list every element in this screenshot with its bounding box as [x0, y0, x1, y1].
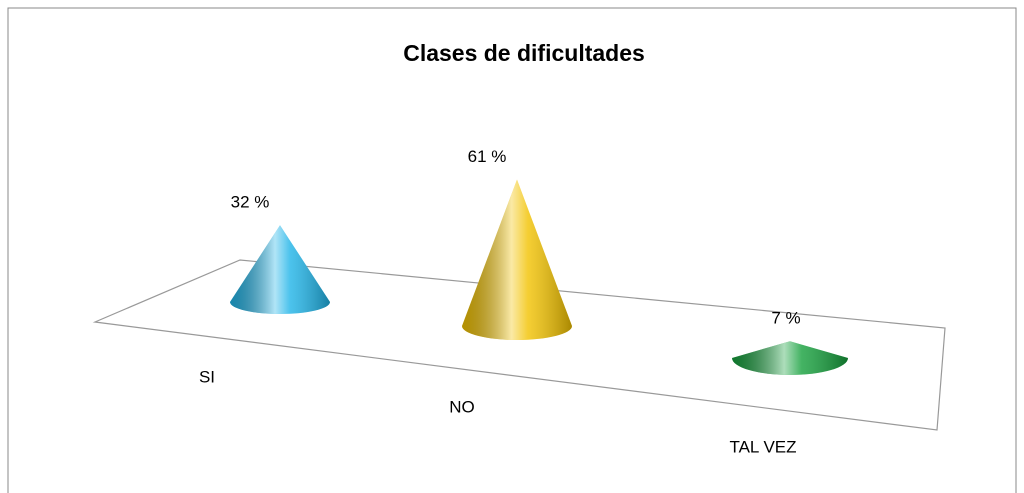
x-tick-label: TAL VEZ	[729, 437, 796, 456]
x-tick-label: NO	[449, 397, 475, 416]
data-label: 32 %	[231, 193, 270, 212]
x-tick-label: SI	[199, 367, 215, 386]
cone-shading	[732, 341, 848, 375]
cone-shading	[230, 225, 330, 314]
data-label: 61 %	[468, 147, 507, 166]
data-label: 7 %	[771, 309, 800, 328]
chart-title: Clases de dificultades	[403, 40, 645, 66]
cone-shading	[462, 179, 572, 340]
